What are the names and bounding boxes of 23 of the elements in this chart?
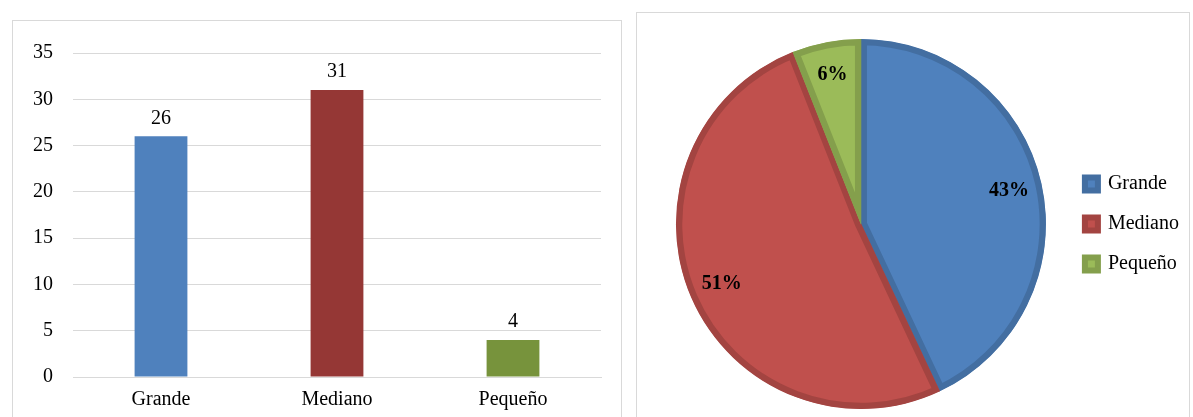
y-tick-label: 30 xyxy=(33,86,53,109)
y-tick-label: 25 xyxy=(33,132,53,155)
bar xyxy=(486,339,540,377)
data-label: 31 xyxy=(327,59,347,82)
data-label: 4 xyxy=(508,309,518,332)
y-tick-label: 20 xyxy=(33,179,53,202)
y-tick-label: 0 xyxy=(43,364,53,387)
x-tick-label: Pequeño xyxy=(478,387,548,411)
data-label: 51% xyxy=(701,271,742,294)
x-tick-label: Mediano xyxy=(301,387,373,410)
bar xyxy=(310,90,364,377)
legend-label: Grande xyxy=(1107,171,1167,194)
y-tick-label: 35 xyxy=(33,40,53,63)
y-tick-label: 5 xyxy=(43,317,53,340)
legend-label: Mediano xyxy=(1107,211,1179,234)
bar xyxy=(134,136,188,377)
y-tick-label: 10 xyxy=(33,271,53,294)
legend-label: Pequeño xyxy=(1107,251,1177,275)
y-tick-label: 15 xyxy=(33,225,53,248)
data-label: 6% xyxy=(817,62,848,85)
data-label: 43% xyxy=(989,178,1029,201)
x-tick-label: Grande xyxy=(131,387,191,410)
data-label: 26 xyxy=(151,105,171,128)
